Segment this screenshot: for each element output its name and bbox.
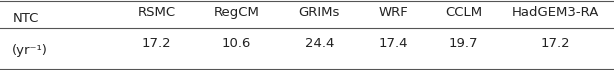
Text: HadGEM3-RA: HadGEM3-RA <box>512 6 599 19</box>
Text: NTC: NTC <box>12 12 39 25</box>
Text: 19.7: 19.7 <box>449 37 478 50</box>
Text: 10.6: 10.6 <box>222 37 251 50</box>
Text: RSMC: RSMC <box>138 6 176 19</box>
Text: RegCM: RegCM <box>214 6 259 19</box>
Text: WRF: WRF <box>378 6 408 19</box>
Text: (yr⁻¹): (yr⁻¹) <box>12 44 48 57</box>
Text: GRIMs: GRIMs <box>298 6 340 19</box>
Text: 17.2: 17.2 <box>541 37 570 50</box>
Text: 24.4: 24.4 <box>305 37 334 50</box>
Text: 17.2: 17.2 <box>142 37 171 50</box>
Text: 17.4: 17.4 <box>378 37 408 50</box>
Text: CCLM: CCLM <box>445 6 482 19</box>
